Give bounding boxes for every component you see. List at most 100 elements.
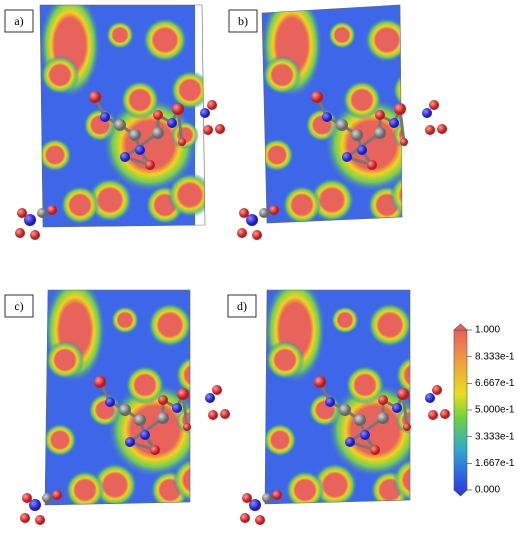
map-border — [261, 4, 403, 224]
bond — [346, 131, 381, 159]
atom — [153, 110, 163, 120]
elf-blob — [285, 470, 325, 504]
colorbar-tick-label: 0.000 — [475, 485, 500, 496]
atom — [354, 414, 366, 426]
atom — [360, 430, 370, 440]
atom — [325, 397, 335, 407]
panel-label: b) — [238, 14, 248, 28]
atom — [272, 490, 282, 500]
atom — [429, 100, 439, 110]
colorbar-tick-label: 3.333e-1 — [475, 431, 515, 442]
atom — [157, 412, 169, 424]
atom — [342, 152, 352, 162]
elf-blob — [364, 17, 402, 63]
colorbar-arrow-bottom — [453, 489, 468, 497]
map — [40, 5, 205, 227]
elf-blob — [265, 340, 305, 380]
elf-blob — [142, 17, 188, 63]
atom — [397, 388, 409, 400]
colorbar — [453, 323, 468, 497]
atom — [259, 208, 269, 218]
atom — [357, 145, 367, 155]
elf-blob — [328, 21, 356, 49]
atom — [377, 412, 389, 424]
colorbar-tick-label: 8.333e-1 — [475, 351, 515, 362]
atom — [212, 385, 222, 395]
elf-blob — [125, 365, 165, 405]
atom — [24, 214, 36, 226]
atom — [172, 403, 182, 413]
atom — [167, 118, 177, 128]
atom — [114, 119, 126, 131]
elf-blob — [392, 457, 410, 503]
atom — [262, 493, 272, 503]
atom — [89, 91, 101, 103]
atom — [239, 208, 249, 218]
elf-blob — [345, 365, 385, 405]
atom — [120, 152, 130, 162]
atom — [135, 145, 145, 155]
atom — [183, 423, 191, 431]
atom — [394, 103, 406, 115]
atom — [220, 409, 230, 419]
map — [262, 5, 402, 223]
elf-panel — [240, 289, 450, 525]
map-border — [264, 289, 411, 505]
map — [45, 290, 190, 505]
atom — [145, 160, 155, 170]
atom — [425, 393, 435, 403]
atom — [134, 414, 146, 426]
elf-blob — [40, 55, 80, 95]
atom — [339, 404, 351, 416]
atom — [314, 376, 326, 388]
elf-blob — [87, 177, 133, 223]
atom — [158, 395, 168, 405]
atom — [129, 129, 141, 141]
elf-blob — [45, 340, 85, 380]
elf-blob — [60, 185, 100, 225]
elf-blob — [389, 172, 402, 218]
atom — [178, 138, 186, 146]
elf-blob — [395, 355, 410, 395]
atom — [47, 205, 57, 215]
colorbar-tick-label: 6.667e-1 — [475, 378, 515, 389]
atom — [392, 403, 402, 413]
panel-label: a) — [14, 14, 23, 28]
elf-panel — [20, 289, 230, 525]
atom — [237, 228, 247, 238]
elf-blob — [265, 423, 297, 457]
elf-panel — [15, 4, 225, 240]
atom — [400, 138, 408, 146]
colorbar-scale — [453, 329, 468, 491]
atom — [345, 437, 355, 447]
panel-label-box — [4, 9, 34, 33]
elf-blob — [172, 457, 190, 503]
elf-panel — [237, 4, 447, 240]
atom — [207, 100, 217, 110]
elf-blob — [331, 306, 359, 334]
atom — [205, 393, 215, 403]
elf-blob — [282, 185, 322, 223]
atom — [150, 445, 160, 455]
map-border — [39, 4, 206, 228]
atom — [437, 124, 447, 134]
atom — [351, 129, 363, 141]
atom — [29, 499, 41, 511]
atom — [15, 228, 25, 238]
elf-blob — [312, 462, 358, 504]
atom — [20, 513, 30, 523]
elf-blob — [40, 138, 72, 172]
elf-blob — [342, 80, 382, 120]
panel-label-box — [4, 294, 34, 318]
bond — [124, 131, 159, 159]
elf-blob — [175, 355, 190, 395]
atom — [367, 160, 377, 170]
atom — [403, 423, 411, 431]
atom — [249, 499, 261, 511]
atom — [152, 127, 164, 139]
atom — [119, 404, 131, 416]
atom — [378, 395, 388, 405]
bond — [129, 416, 164, 444]
atom — [252, 230, 262, 240]
